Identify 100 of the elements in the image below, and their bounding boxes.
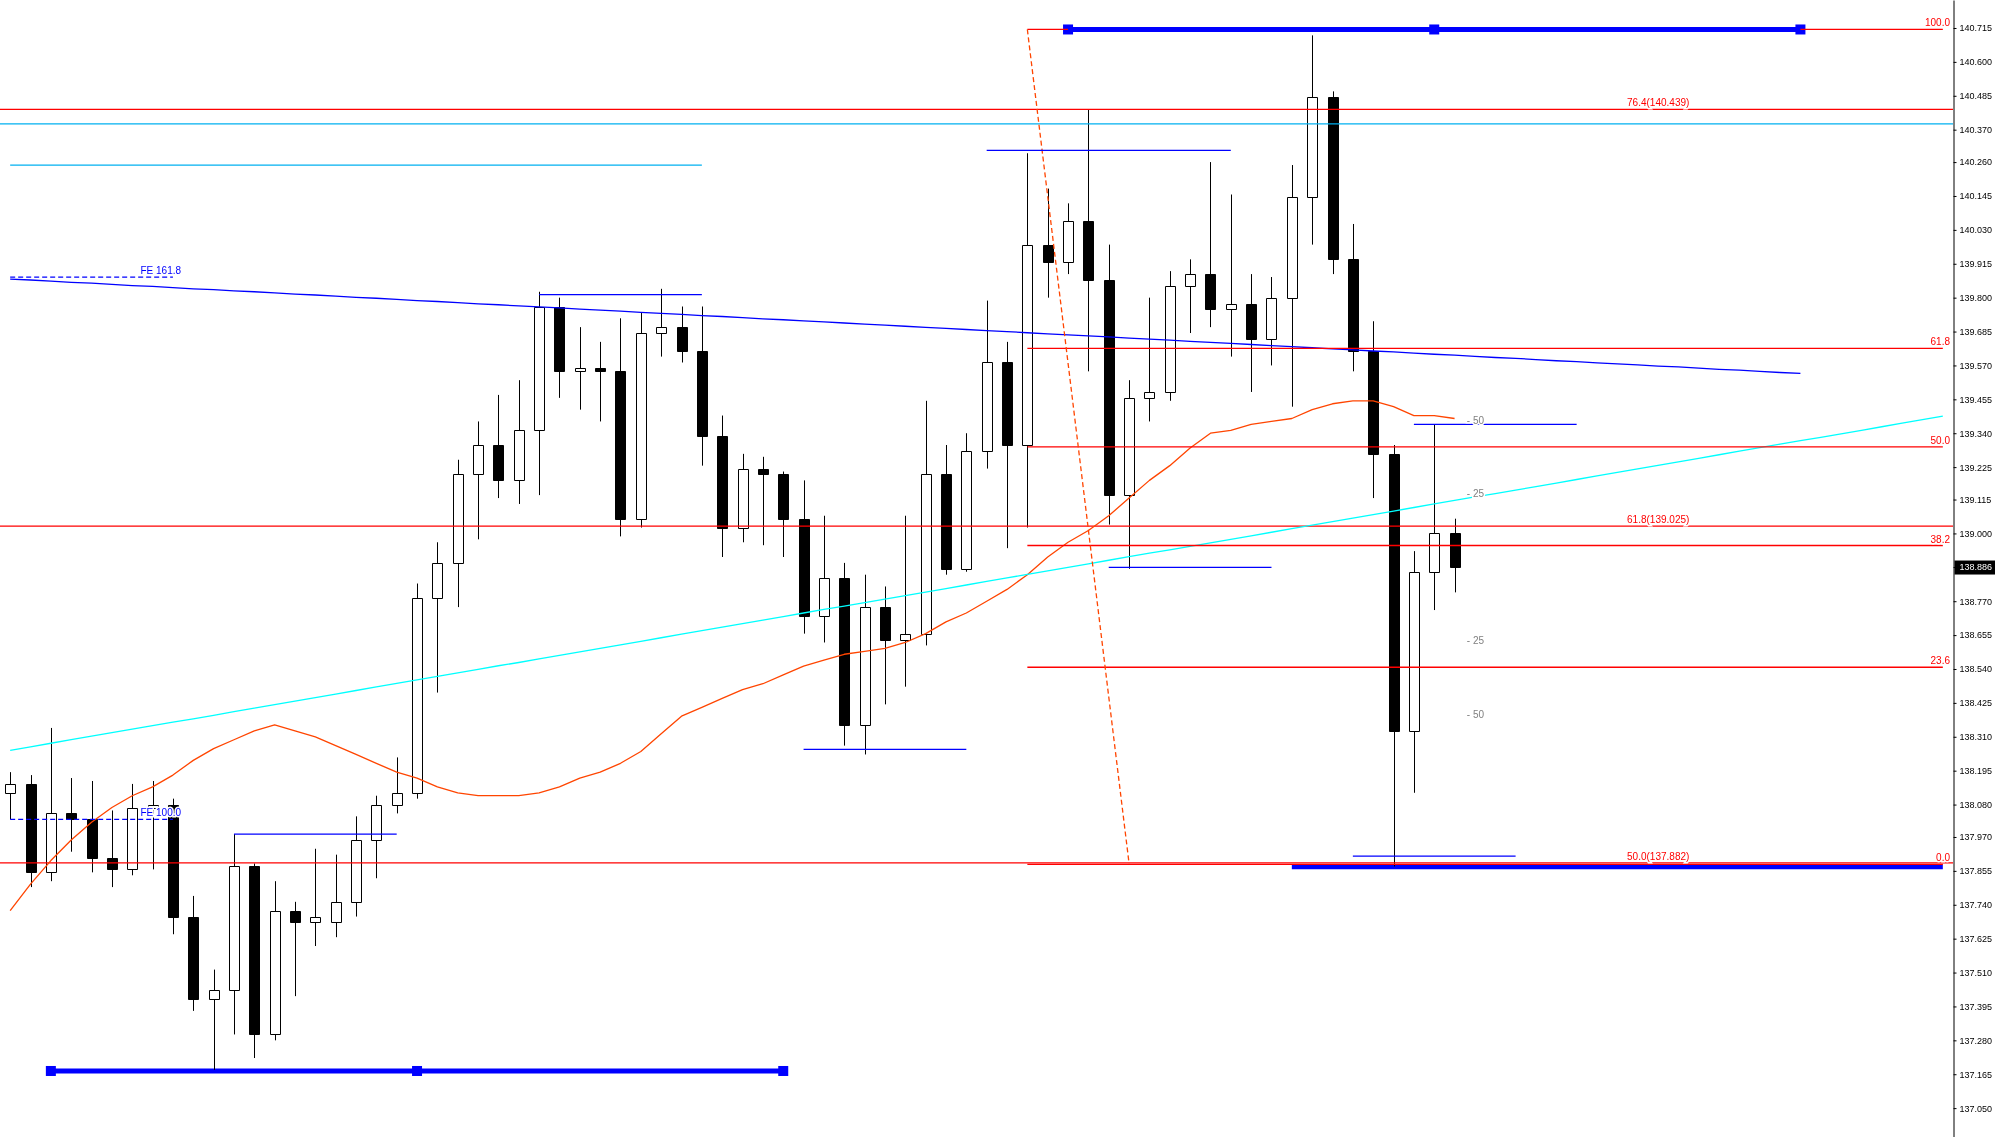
candlestick (270, 880, 281, 1041)
y-tick-label: 138.195 (1959, 766, 1993, 777)
y-tick-label: 140.030 (1959, 225, 1993, 236)
candlestick (26, 774, 37, 888)
candlestick (595, 341, 606, 422)
candlestick (961, 432, 972, 573)
ref-line-label: 50.0(137.882) (1627, 850, 1690, 862)
y-tick-label: 139.915 (1959, 259, 1993, 270)
ref-line-label: 61.8(139.025) (1627, 514, 1690, 526)
y-tick-label: 139.570 (1959, 360, 1993, 371)
candlestick (1328, 90, 1339, 275)
candlestick (1266, 276, 1277, 366)
candlestick (697, 306, 708, 467)
candlestick (1144, 297, 1155, 422)
candlestick (880, 585, 891, 705)
candlestick (1083, 108, 1094, 372)
candlestick (1043, 188, 1054, 299)
candlestick (290, 901, 301, 997)
candlestick (1185, 258, 1196, 334)
y-tick-label: 140.370 (1959, 125, 1993, 136)
annotation: - 25 (1466, 635, 1485, 647)
candlestick (514, 379, 525, 505)
candlestick (982, 300, 993, 470)
candlestick (229, 833, 240, 1035)
y-tick-label: 137.165 (1959, 1069, 1993, 1080)
candlestick (656, 288, 667, 358)
candlestick (860, 574, 871, 755)
y-tick-label: 140.600 (1959, 57, 1993, 68)
candlestick (331, 854, 342, 938)
y-tick-label: 139.115 (1959, 494, 1992, 505)
y-tick-label: 140.715 (1959, 23, 1993, 34)
y-tick-label: 137.280 (1959, 1035, 1993, 1046)
candlestick (1124, 379, 1135, 570)
candlestick (249, 863, 260, 1059)
candlestick (1348, 223, 1359, 372)
candlestick (1165, 270, 1176, 402)
series-label: FE 161.8 (140, 265, 182, 277)
y-tick-label: 138.655 (1959, 630, 1993, 641)
candlestick (1104, 244, 1115, 526)
candlestick (412, 583, 423, 800)
series-label: 100.0 (1924, 17, 1951, 29)
y-tick-label: 138.540 (1959, 664, 1993, 675)
candlestick (1063, 202, 1074, 275)
candlestick (493, 394, 504, 499)
y-tick-label: 140.260 (1959, 157, 1993, 168)
y-tick-label: 138.886 (1959, 562, 1993, 573)
candlestick (900, 515, 911, 688)
series-label: 38.2 (1930, 533, 1951, 545)
ref-line-label: 76.4(140.439) (1627, 97, 1690, 109)
y-tick-label: 140.485 (1959, 91, 1993, 102)
candlestick (554, 297, 565, 399)
candlestick (209, 969, 220, 1071)
candlestick (534, 291, 545, 496)
candlestick (1022, 152, 1033, 529)
candlestick (799, 479, 810, 635)
y-tick-label: 138.310 (1959, 732, 1993, 743)
annotation: - 50 (1466, 708, 1485, 720)
y-tick-label: 137.625 (1959, 934, 1993, 945)
candlestick (1409, 550, 1420, 794)
candlestick (1389, 444, 1400, 867)
candlestick (1429, 423, 1440, 611)
candlestick (839, 562, 850, 747)
candlestick (1450, 518, 1461, 593)
y-tick-label: 138.770 (1959, 596, 1993, 607)
y-tick-label: 139.225 (1959, 462, 1993, 473)
annotation: - 50 (1466, 414, 1485, 426)
series-label: 61.8 (1930, 336, 1951, 348)
y-tick-label: 138.080 (1959, 799, 1993, 810)
candlestick (778, 471, 789, 558)
candlestick (677, 306, 688, 363)
candlestick (1002, 341, 1013, 549)
y-tick-label: 139.800 (1959, 293, 1993, 304)
candlestick (66, 777, 77, 853)
candlestick (615, 317, 626, 537)
candlestick (432, 541, 443, 694)
candlestick (453, 459, 464, 608)
candlestick (921, 400, 932, 646)
candlestick (87, 780, 98, 873)
candlestick (310, 848, 321, 947)
candlestick (819, 515, 830, 643)
series-label: 50.0 (1930, 434, 1951, 446)
y-tick-label: 137.855 (1959, 866, 1993, 877)
candlestick (351, 815, 362, 918)
candlestick (1226, 194, 1237, 358)
candlestick (717, 415, 728, 558)
series-label: 0.0 (1936, 852, 1951, 864)
candlestick (371, 795, 382, 879)
y-tick-label: 137.510 (1959, 967, 1993, 978)
candlestick (758, 456, 769, 546)
y-tick-label: 138.425 (1959, 698, 1993, 709)
candlestick (575, 326, 586, 411)
candlestick (1287, 164, 1298, 408)
candlestick (941, 444, 952, 576)
y-tick-label: 139.340 (1959, 428, 1993, 439)
y-tick-label: 139.000 (1959, 528, 1993, 539)
candlestick (392, 756, 403, 814)
candlestick (738, 453, 749, 543)
y-tick-label: 139.685 (1959, 326, 1993, 337)
candlestick (188, 895, 199, 1012)
candlestick (1246, 273, 1257, 393)
